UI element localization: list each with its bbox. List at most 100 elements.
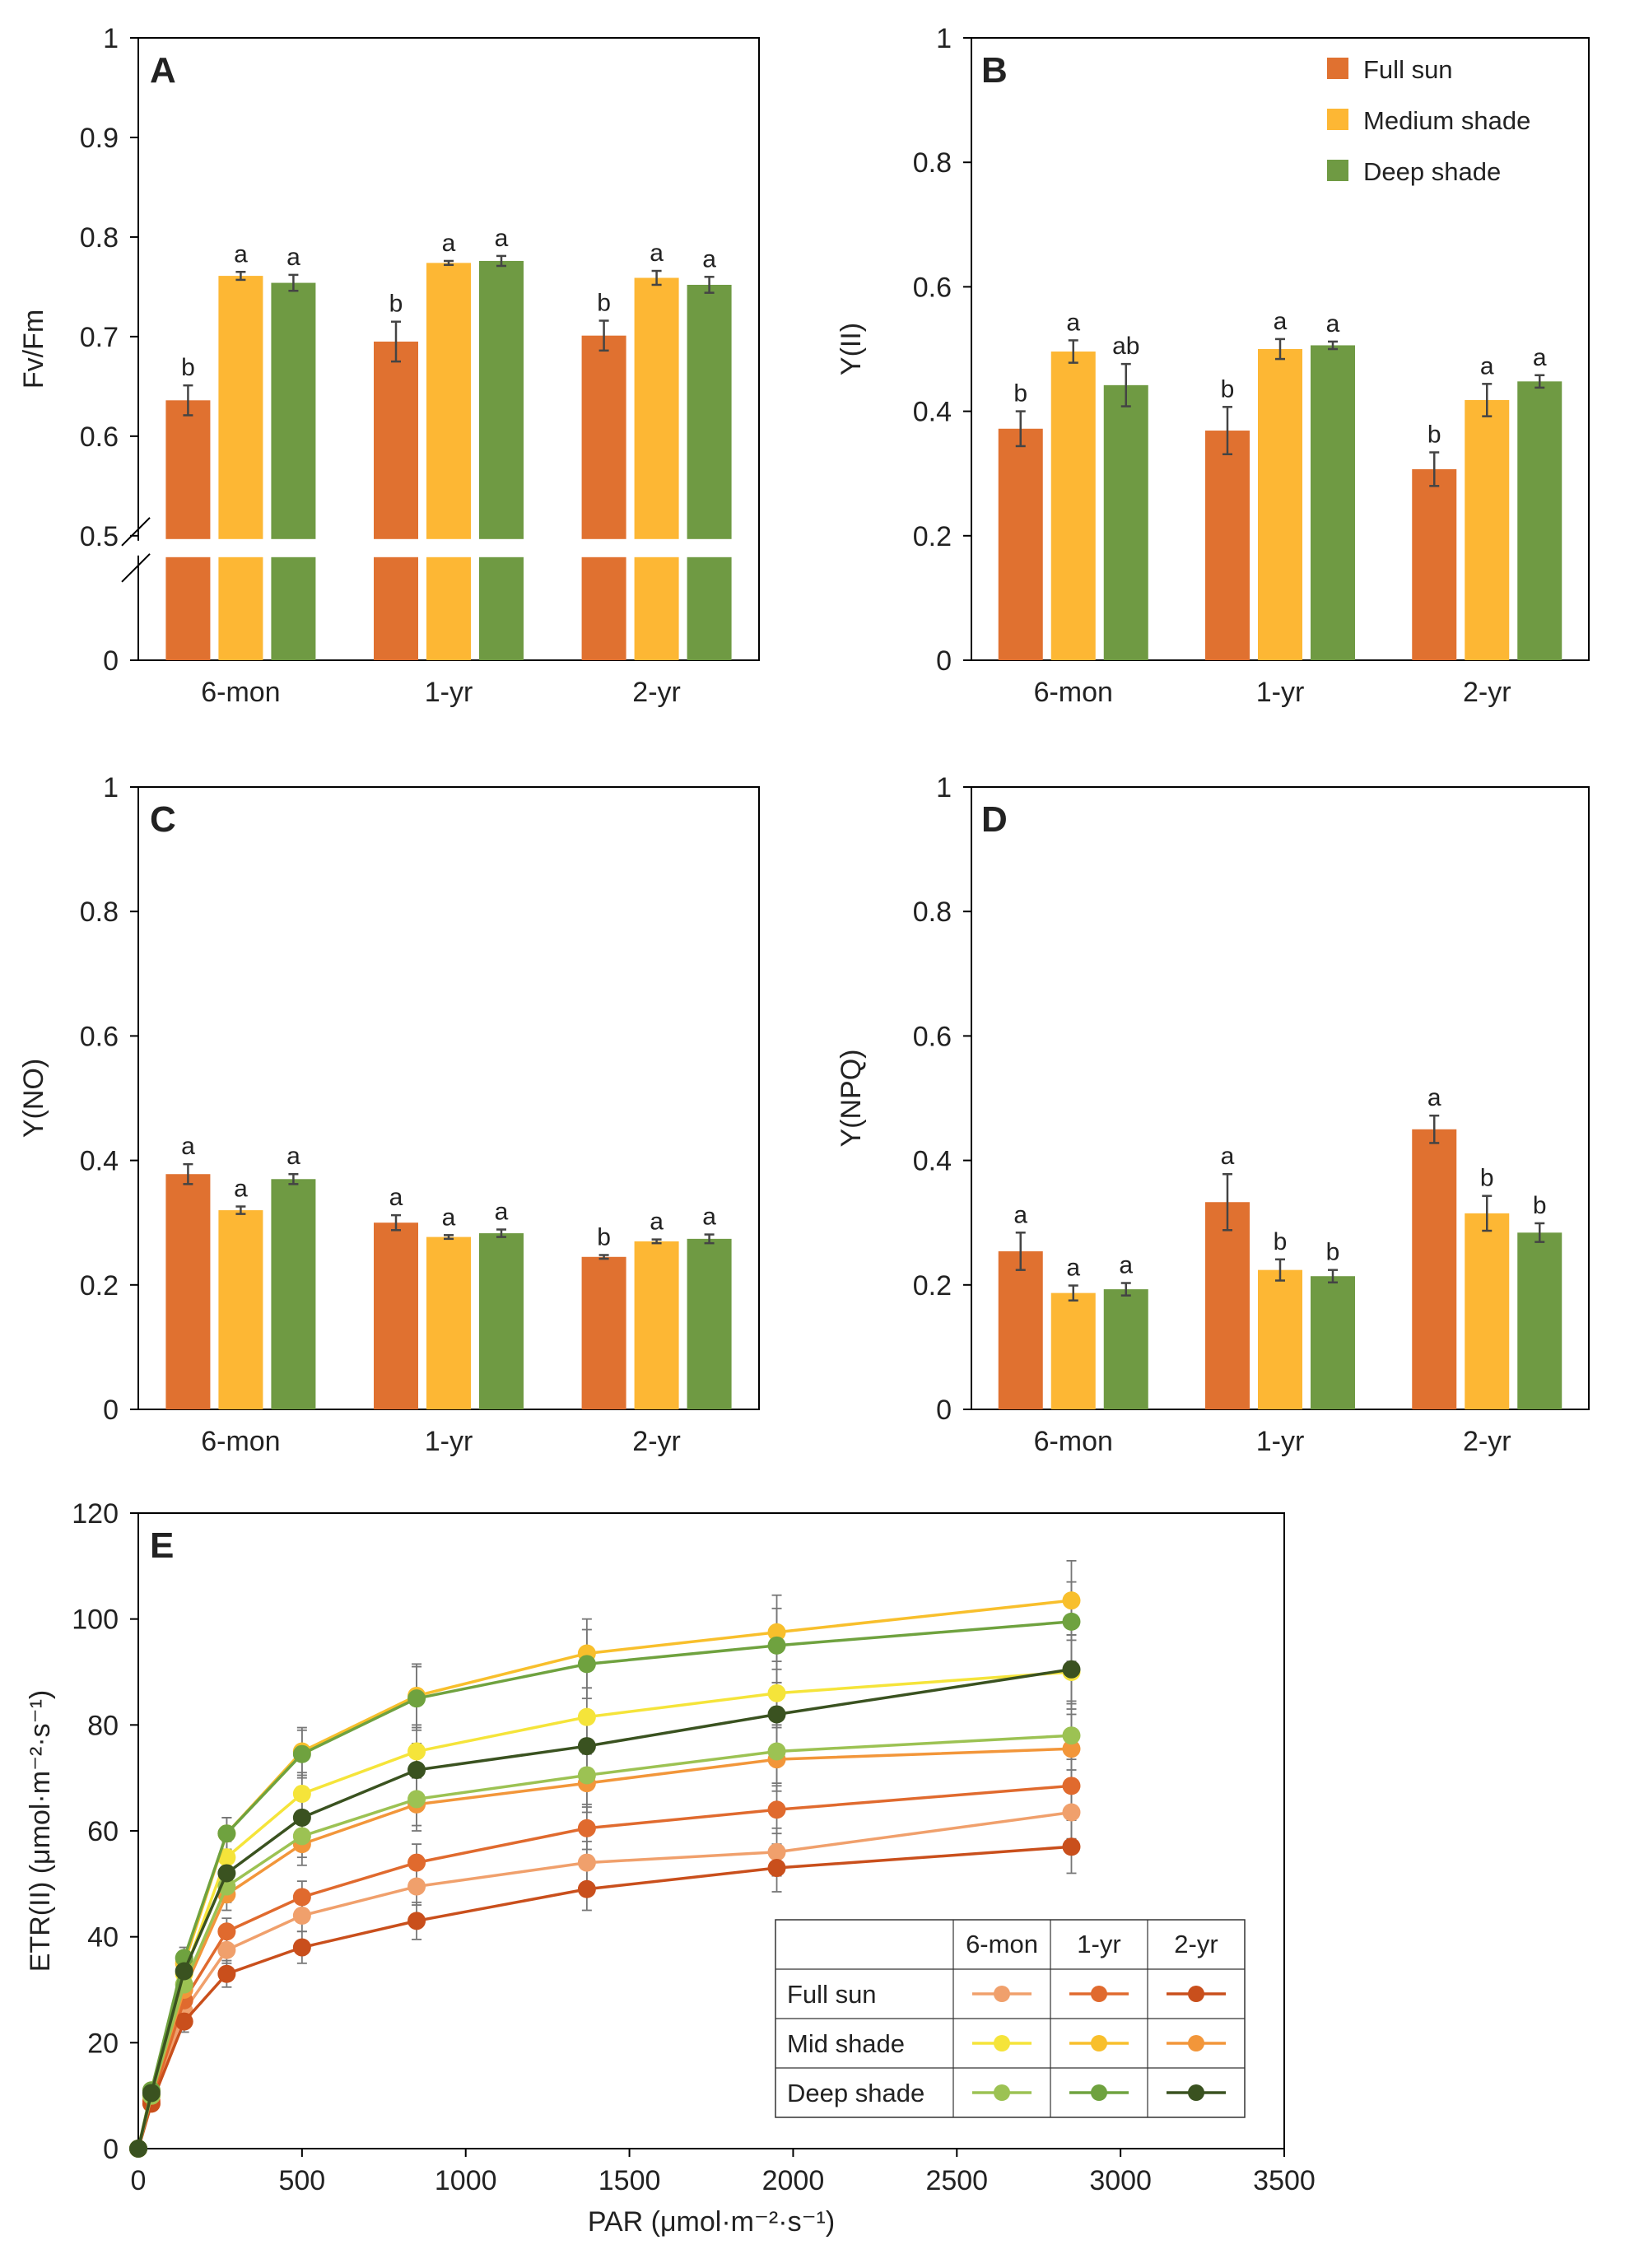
axis-break-gap	[136, 540, 141, 556]
data-point	[1062, 1612, 1081, 1631]
significance-letter: a	[181, 1133, 195, 1160]
legend-label: Medium shade	[1363, 106, 1530, 135]
data-point	[408, 1689, 426, 1708]
data-point	[1062, 1660, 1081, 1679]
significance-letter: a	[286, 1143, 300, 1170]
category-label: 2-yr	[632, 1426, 681, 1457]
panel-letter: E	[150, 1525, 174, 1566]
y-axis-label: Fv/Fm	[18, 310, 49, 389]
panel-letter: C	[150, 799, 176, 840]
y-tick-label: 0.6	[913, 272, 952, 303]
significance-letter: b	[1533, 1192, 1547, 1219]
data-point	[175, 1962, 193, 1981]
bar	[218, 1210, 263, 1409]
y-axis-label: Y(NO)	[18, 1059, 49, 1138]
panel-b: 0 0.2 0.4 0.6 0.8 1 Y(II) B 6-mon 1-yr 2-yr b b b a a a a…	[836, 23, 1590, 708]
y-tick-label: 0	[936, 1395, 952, 1426]
legend-marker	[1188, 1986, 1204, 2002]
data-point	[408, 1853, 426, 1872]
legend-row-label: Full sun	[787, 1980, 877, 2009]
bar	[1205, 431, 1250, 660]
axis-break-mark	[121, 553, 151, 583]
data-point	[767, 1859, 786, 1878]
significance-letter: a	[702, 245, 716, 272]
legend-marker	[1188, 2084, 1204, 2101]
data-point	[1062, 1803, 1081, 1822]
category-label: 1-yr	[425, 677, 473, 708]
bar	[165, 400, 211, 660]
bar	[581, 335, 626, 660]
legend-marker	[994, 2084, 1010, 2101]
bar	[479, 260, 524, 660]
significance-letter: a	[234, 240, 248, 268]
legend-swatch	[1327, 109, 1348, 130]
legend-marker	[1188, 2035, 1204, 2051]
x-tick-label: 3500	[1253, 2165, 1316, 2196]
data-point	[577, 1737, 596, 1756]
category-label: 2-yr	[1463, 677, 1511, 708]
y-tick-label: 0.2	[913, 521, 952, 552]
x-tick-label: 500	[278, 2165, 325, 2196]
data-point	[408, 1790, 426, 1809]
data-point	[217, 1824, 236, 1843]
y-tick-label: 0.6	[913, 1021, 952, 1052]
bar	[426, 263, 471, 660]
bar	[1050, 352, 1096, 660]
bar	[271, 282, 316, 660]
data-point	[767, 1842, 786, 1861]
significance-letter: a	[1533, 344, 1547, 371]
data-point	[292, 1888, 311, 1907]
legend-swatch	[1327, 58, 1348, 79]
y-tick-label: 0.4	[913, 397, 952, 428]
significance-letter: a	[702, 1204, 716, 1231]
y-axis-label: Y(NPQ)	[836, 1050, 867, 1148]
significance-letter: a	[234, 1176, 248, 1203]
bar	[687, 1238, 732, 1409]
y-tick-label: 20	[87, 2028, 119, 2059]
data-point	[292, 1744, 311, 1763]
bar	[479, 1233, 524, 1409]
bar	[165, 1174, 211, 1409]
significance-letter: a	[1066, 309, 1080, 336]
bar	[374, 1222, 418, 1409]
y-tick-label: 0.4	[80, 1146, 119, 1177]
category-label: 2-yr	[1463, 1426, 1511, 1457]
significance-letter: b	[597, 290, 611, 317]
y-tick-label: 1	[936, 23, 952, 54]
legend-label: Full sun	[1363, 55, 1453, 84]
bar	[1465, 1213, 1510, 1409]
data-point	[1062, 1726, 1081, 1745]
category-label: 6-mon	[1034, 677, 1113, 708]
legend-swatch	[1327, 160, 1348, 181]
significance-letter: a	[1221, 1143, 1235, 1170]
bar	[271, 1179, 316, 1409]
significance-letter: b	[1221, 375, 1235, 403]
y-tick-label: 0	[103, 645, 119, 677]
data-point	[767, 1742, 786, 1761]
legend-marker	[994, 1986, 1010, 2002]
significance-letter: b	[1274, 1228, 1288, 1255]
panel-d: 0 0.2 0.4 0.6 0.8 1 Y(NPQ) D 6-mon 1-yr 2-yr a a a a b b…	[836, 772, 1590, 1457]
bar	[1412, 1129, 1457, 1409]
category-label: 1-yr	[1256, 1426, 1305, 1457]
legend-row-label: Mid shade	[787, 2029, 905, 2058]
data-point	[767, 1636, 786, 1655]
significance-letter: a	[389, 1184, 403, 1211]
y-tick-label: 0.5	[80, 521, 119, 552]
x-tick-label: 1500	[598, 2165, 661, 2196]
legend-marker	[1091, 2035, 1107, 2051]
bar	[1465, 399, 1510, 660]
significance-letter: a	[1013, 1201, 1027, 1228]
data-point	[577, 1853, 596, 1872]
bar	[581, 1256, 626, 1409]
significance-letter: a	[1119, 1252, 1133, 1279]
x-tick-label: 2000	[762, 2165, 825, 2196]
y-tick-label: 0	[103, 1395, 119, 1426]
data-point	[577, 1879, 596, 1898]
data-point	[217, 1848, 236, 1867]
y-tick-label: 120	[72, 1498, 119, 1530]
bar	[1103, 1289, 1148, 1409]
bar	[1258, 349, 1302, 660]
category-label: 2-yr	[632, 677, 681, 708]
